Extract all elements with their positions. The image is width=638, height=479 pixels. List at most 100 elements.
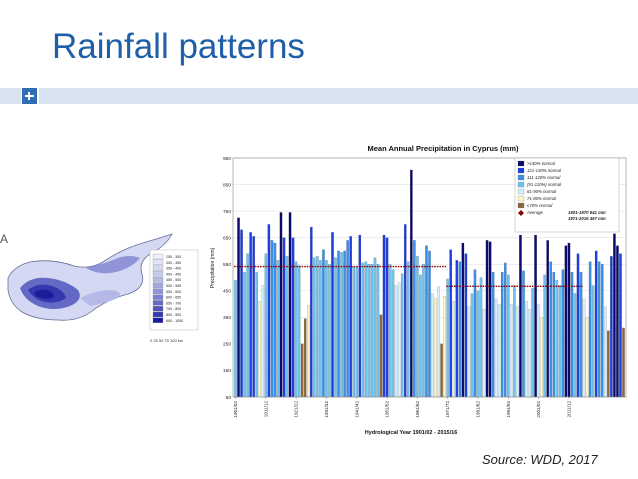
bar <box>328 264 331 398</box>
bar <box>531 288 534 398</box>
map-legend-label: 650 - 700 <box>166 301 181 305</box>
bar <box>558 285 562 398</box>
bar <box>552 272 556 398</box>
source-caption: Source: WDD, 2017 <box>482 452 598 467</box>
bar <box>540 317 543 398</box>
map-legend-swatch <box>152 282 164 289</box>
legend-label: Average <box>526 210 544 215</box>
x-axis-label: Hydrological Year 1901/02 - 2015/16 <box>365 430 458 436</box>
bar <box>546 240 549 398</box>
x-tick-label: 1931/32 <box>324 401 329 418</box>
bar <box>482 309 486 398</box>
bar <box>246 253 249 398</box>
bar <box>349 236 352 398</box>
bar <box>601 264 604 398</box>
bar <box>410 169 413 398</box>
x-tick-label: 2001/02 <box>536 401 541 418</box>
bar <box>573 293 577 398</box>
map-legend-label: 400 - 450 <box>166 272 181 276</box>
bar <box>403 224 407 398</box>
legend-swatch <box>517 167 525 174</box>
bar <box>461 242 465 398</box>
map-scale-bar: 0 25 50 75 100 km <box>150 338 184 343</box>
x-tick-label: 1991/92 <box>506 401 511 418</box>
bar <box>488 241 492 398</box>
slide-title: Rainfall patterns <box>52 27 305 66</box>
bar <box>255 272 258 398</box>
bar <box>382 234 386 398</box>
bar <box>337 250 340 398</box>
bar <box>473 269 477 398</box>
y-tick-label: 950 <box>223 156 231 162</box>
bar <box>549 261 552 398</box>
bar <box>519 234 522 398</box>
bar <box>376 264 380 398</box>
bar <box>570 272 574 398</box>
bar <box>388 264 392 398</box>
bar <box>346 240 349 398</box>
map-legend-label: 300 - 350 <box>166 261 181 265</box>
bar <box>367 264 371 398</box>
bar <box>470 293 474 398</box>
y-tick-label: 850 <box>223 182 231 188</box>
map-legend-label: 700 - 800 <box>166 307 181 311</box>
x-tick-label: 1911/12 <box>263 401 268 418</box>
legend-label: 111-120% normal <box>527 175 561 180</box>
map-legend-label: 450 - 500 <box>166 278 181 282</box>
x-tick-label: 1951/52 <box>385 401 390 418</box>
north-arrow-icon: A <box>0 232 9 246</box>
bar <box>373 257 377 398</box>
bar <box>279 212 283 398</box>
bar <box>416 256 419 398</box>
legend-swatch <box>517 195 525 202</box>
bar <box>352 266 355 398</box>
map-legend-label: 550 - 600 <box>166 290 181 294</box>
bar <box>297 265 301 398</box>
legend-swatch <box>517 174 525 181</box>
precipitation-chart: Mean Annual Precipitation in Cyprus (mm)… <box>206 138 628 438</box>
bar <box>391 269 395 398</box>
bar <box>491 272 495 398</box>
map-legend-swatch <box>152 306 164 312</box>
bar <box>237 217 240 398</box>
y-tick-label: 650 <box>223 235 231 241</box>
legend-label: 81-90% normal <box>527 189 557 194</box>
bar <box>288 212 292 398</box>
map-legend-swatch <box>152 277 164 283</box>
bar <box>494 298 498 398</box>
chart-title: Mean Annual Precipitation in Cyprus (mm) <box>368 144 519 153</box>
bar <box>258 301 262 398</box>
bar <box>528 309 531 398</box>
bar <box>434 298 437 398</box>
bar <box>240 229 243 398</box>
legend-average-marker <box>518 210 524 216</box>
bar <box>543 274 546 398</box>
bar <box>361 262 365 398</box>
y-tick-label: 150 <box>223 368 231 374</box>
bar <box>576 253 580 398</box>
x-tick-label: 1981/82 <box>475 401 480 418</box>
bar <box>455 260 459 398</box>
y-tick-label: 50 <box>226 395 232 401</box>
bar <box>616 245 619 398</box>
x-tick-label: 1971/72 <box>445 401 450 418</box>
bar <box>385 237 389 398</box>
bar <box>291 237 295 398</box>
bar <box>252 236 255 398</box>
bar <box>607 330 610 398</box>
y-tick-label: 450 <box>223 289 231 295</box>
map-legend-swatch <box>152 265 164 271</box>
map-legend-swatch <box>152 259 164 265</box>
bar <box>622 327 625 398</box>
x-tick-label: 2011/12 <box>566 401 571 418</box>
bar <box>613 233 616 398</box>
plus-icon <box>22 88 37 104</box>
y-tick-label: 250 <box>223 342 231 348</box>
bar <box>582 298 586 398</box>
bar <box>394 285 398 398</box>
title-underline-band-right <box>39 88 638 104</box>
bar <box>419 274 422 398</box>
bar <box>610 256 613 398</box>
bar <box>413 240 416 398</box>
map-legend-label: 250 - 300 <box>166 255 181 259</box>
